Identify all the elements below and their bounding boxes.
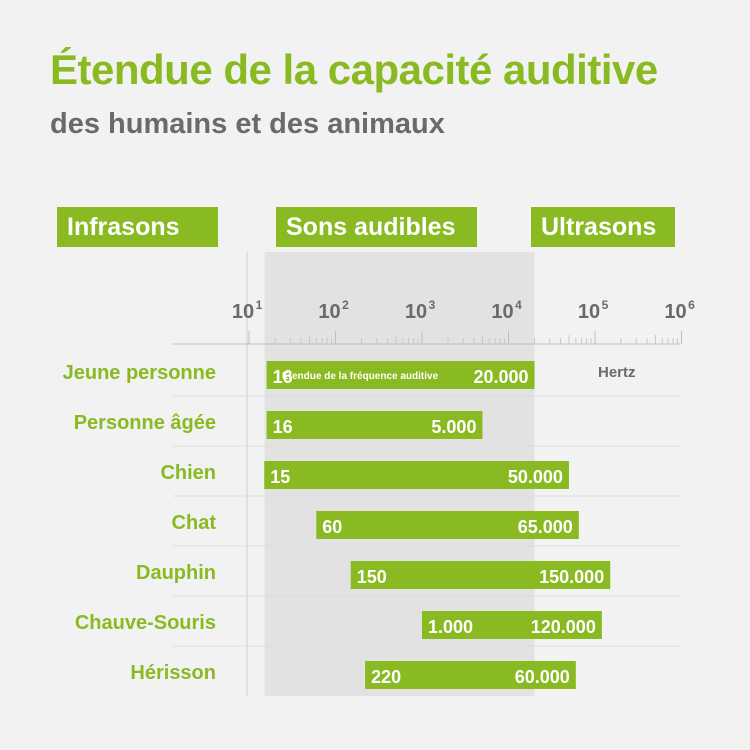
bar-max-label: 5.000 [431, 417, 476, 437]
bar-max-label: 65.000 [518, 517, 573, 537]
bar-min-label: 150 [357, 567, 387, 587]
range-bar [266, 361, 535, 389]
unit-label: Hertz [598, 364, 636, 381]
bar-min-label: 16 [273, 417, 293, 437]
x-tick-label: 10 [232, 301, 254, 323]
x-tick-label: 10 [578, 301, 600, 323]
x-tick-label: 10 [318, 301, 340, 323]
bar-min-label: 220 [371, 667, 401, 687]
bar-max-label: 120.000 [531, 617, 596, 637]
category-label: Chauve-Souris [75, 612, 216, 634]
bar-annotation: Etendue de la fréquence auditive [282, 371, 439, 382]
bar-max-label: 20.000 [473, 367, 528, 387]
x-tick-exponent: 1 [256, 298, 263, 312]
bar-max-label: 50.000 [508, 467, 563, 487]
bar-max-label: 150.000 [539, 567, 604, 587]
bar-min-label: 60 [322, 517, 342, 537]
x-tick-label: 10 [491, 301, 513, 323]
zone-ultrasons: Ultrasons [531, 207, 675, 247]
bar-min-label: 1.000 [428, 617, 473, 637]
zone-infrasons: Infrasons [57, 207, 218, 247]
range-bar [350, 561, 611, 589]
x-tick-label: 10 [664, 301, 686, 323]
chart-title: Étendue de la capacité auditive [50, 46, 658, 93]
chart-subtitle: des humains et des animaux [50, 108, 445, 140]
range-bar [422, 611, 602, 639]
x-tick-exponent: 2 [342, 298, 349, 312]
category-label: Chien [160, 462, 216, 484]
category-label: Dauphin [136, 562, 216, 584]
category-label: Jeune personne [63, 362, 216, 384]
range-bar [316, 511, 579, 539]
category-label: Chat [172, 512, 217, 534]
zone-audible: Sons audibles [276, 207, 477, 247]
x-tick-exponent: 4 [515, 298, 522, 312]
category-label: Personne âgée [74, 412, 216, 434]
category-label: Hérisson [130, 662, 216, 684]
range-bar [365, 661, 576, 689]
x-tick-exponent: 3 [429, 298, 436, 312]
bar-max-label: 60.000 [515, 667, 570, 687]
bar-min-label: 15 [270, 467, 290, 487]
x-tick-exponent: 6 [688, 298, 695, 312]
range-bar [264, 461, 569, 489]
bar-min-label: 16 [273, 367, 293, 387]
x-tick-exponent: 5 [602, 298, 609, 312]
range-bar [266, 411, 483, 439]
x-tick-label: 10 [405, 301, 427, 323]
